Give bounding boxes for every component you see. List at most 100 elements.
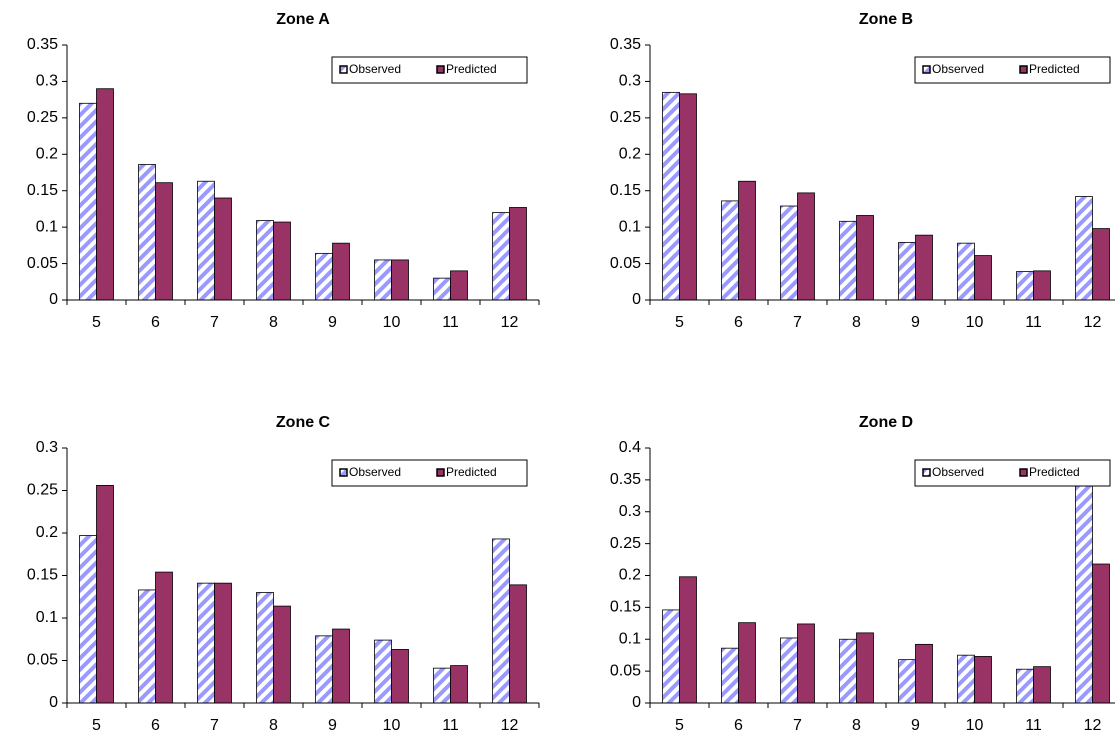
bar	[915, 234, 933, 301]
bar	[332, 242, 350, 301]
x-tick-label: 8	[852, 314, 861, 331]
y-tick-label: 0.1	[619, 630, 641, 647]
x-tick-label: 12	[1084, 314, 1102, 331]
y-tick-label: 0.3	[619, 73, 641, 90]
y-tick-label: 0	[49, 291, 58, 308]
x-tick-label: 10	[383, 314, 401, 331]
y-tick-label: 0.25	[27, 109, 58, 126]
legend-swatch	[436, 468, 445, 477]
y-tick-label: 0.25	[27, 482, 58, 499]
bar	[138, 589, 156, 704]
y-tick-label: 0.2	[619, 146, 641, 163]
bar	[509, 584, 527, 704]
y-tick-label: 0.15	[27, 567, 58, 584]
bar	[256, 592, 274, 704]
legend-label: Predicted	[446, 62, 497, 76]
y-tick-label: 0.25	[610, 535, 641, 552]
x-tick-label: 6	[151, 314, 160, 331]
y-tick-label: 0.25	[610, 109, 641, 126]
bar	[79, 535, 97, 704]
bar	[433, 667, 451, 704]
bar	[492, 212, 510, 301]
x-tick-label: 7	[210, 314, 219, 331]
x-tick-label: 12	[1084, 717, 1102, 734]
x-tick-label: 9	[911, 717, 920, 734]
bar	[273, 605, 291, 704]
bar	[96, 88, 114, 301]
x-tick-label: 8	[269, 314, 278, 331]
bar	[197, 180, 215, 301]
bar	[450, 665, 468, 704]
x-tick-label: 8	[852, 717, 861, 734]
y-tick-label: 0.3	[36, 439, 58, 456]
legend-swatch	[922, 65, 931, 74]
bar	[839, 638, 857, 704]
bar	[1092, 228, 1110, 301]
bar	[662, 609, 680, 704]
legend-swatch	[436, 65, 445, 74]
legend-label: Predicted	[1029, 465, 1080, 479]
bar	[256, 220, 274, 301]
y-tick-label: 0.35	[27, 36, 58, 53]
x-tick-label: 10	[966, 717, 984, 734]
bar	[738, 180, 756, 301]
x-tick-label: 11	[442, 717, 459, 734]
x-tick-label: 6	[734, 314, 743, 331]
bar	[1092, 563, 1110, 704]
bar	[138, 164, 156, 301]
legend-box	[331, 56, 528, 84]
legend-swatch	[1019, 468, 1028, 477]
x-tick-label: 10	[966, 314, 984, 331]
bar	[492, 538, 510, 704]
bar	[721, 200, 739, 301]
bar	[374, 639, 392, 704]
y-tick-label: 0.4	[619, 439, 641, 456]
bar	[856, 632, 874, 704]
y-tick-label: 0.3	[619, 503, 641, 520]
x-tick-label: 9	[328, 717, 337, 734]
bar	[315, 252, 333, 301]
legend-swatch	[922, 468, 931, 477]
bar	[1016, 271, 1034, 301]
bar	[974, 255, 992, 301]
bar	[679, 576, 697, 704]
y-tick-label: 0.2	[619, 567, 641, 584]
bar	[1075, 196, 1093, 301]
bar	[898, 659, 916, 704]
bar	[780, 637, 798, 704]
chart-title: Zone A	[276, 11, 330, 28]
legend-swatch	[339, 468, 348, 477]
bar	[1075, 466, 1093, 704]
legend-label: Observed	[349, 465, 401, 479]
y-tick-label: 0.1	[36, 218, 58, 235]
bar	[332, 628, 350, 704]
x-tick-label: 5	[675, 717, 684, 734]
chart-title: Zone B	[859, 11, 913, 28]
bar	[797, 623, 815, 704]
y-tick-label: 0	[632, 291, 641, 308]
y-tick-label: 0.3	[36, 73, 58, 90]
y-tick-label: 0.1	[36, 609, 58, 626]
y-tick-label: 0.05	[610, 255, 641, 272]
bar	[738, 622, 756, 704]
bar	[1033, 666, 1051, 704]
x-tick-label: 8	[269, 717, 278, 734]
bar	[957, 242, 975, 301]
legend-swatch	[339, 65, 348, 74]
bar	[1033, 270, 1051, 301]
x-tick-label: 6	[734, 717, 743, 734]
bar	[273, 221, 291, 301]
y-tick-label: 0.15	[610, 599, 641, 616]
bar	[679, 93, 697, 301]
bar	[839, 220, 857, 301]
x-tick-label: 11	[1025, 717, 1042, 734]
bar	[155, 182, 173, 301]
x-tick-label: 9	[328, 314, 337, 331]
y-tick-label: 0.05	[27, 255, 58, 272]
bar	[509, 207, 527, 301]
bar	[155, 571, 173, 704]
y-tick-label: 0.1	[619, 218, 641, 235]
bar	[391, 649, 409, 704]
bar	[974, 656, 992, 704]
